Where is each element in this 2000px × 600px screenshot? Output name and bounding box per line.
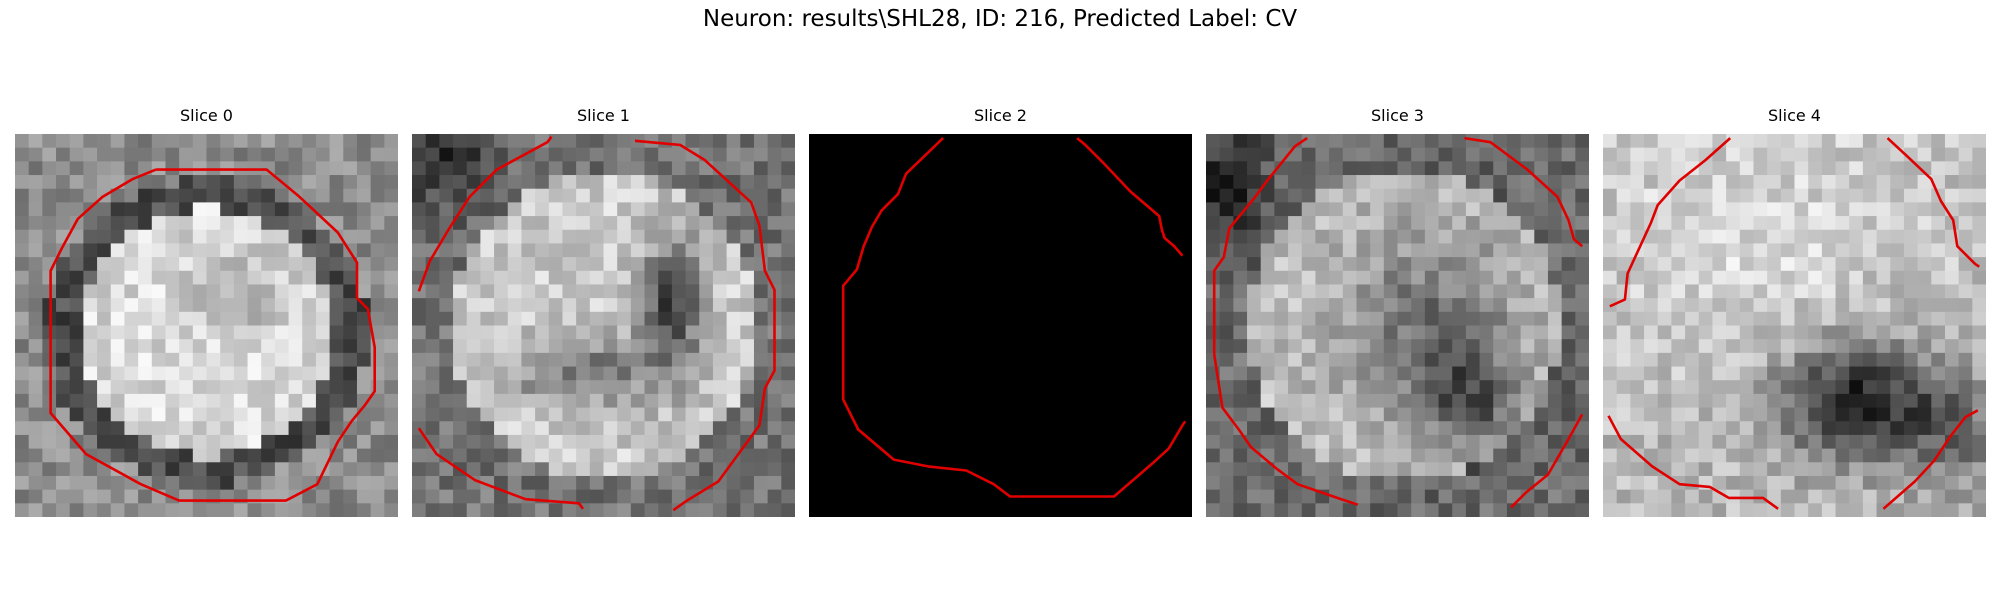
slice-title-0: Slice 0 <box>180 106 233 125</box>
slice-background <box>809 134 1192 517</box>
contour-line-1 <box>634 139 776 512</box>
slice-title-3: Slice 3 <box>1371 106 1424 125</box>
pixel-grid <box>412 134 795 517</box>
slice-image-0 <box>15 134 398 517</box>
contour-line-3 <box>1882 409 1979 510</box>
pixel-grid <box>15 134 398 517</box>
contour-line-1 <box>1464 136 1584 248</box>
slice-title-1: Slice 1 <box>577 106 630 125</box>
figure-title: Neuron: results\SHL28, ID: 216, Predicte… <box>702 6 1298 32</box>
contour-line-2 <box>417 427 585 510</box>
slice-image-3 <box>1206 134 1589 517</box>
contour-line-1 <box>1886 137 1980 268</box>
pixel-grid <box>1603 134 1986 517</box>
slice-image-2 <box>809 134 1192 517</box>
contour-line-0 <box>1212 137 1359 506</box>
contour-line-0 <box>417 135 553 292</box>
pixel-grid <box>1206 134 1589 517</box>
contour-line-0 <box>1609 137 1732 308</box>
slice-image-1 <box>412 134 795 517</box>
slice-title-2: Slice 2 <box>974 106 1027 125</box>
slice-image-4 <box>1603 134 1986 517</box>
contour-line-0 <box>841 137 1187 498</box>
contour-line-2 <box>1510 413 1584 509</box>
contour-line-1 <box>1076 137 1184 257</box>
contour-line-0 <box>49 168 377 502</box>
slice-title-4: Slice 4 <box>1768 106 1821 125</box>
contour-line-2 <box>1607 415 1779 510</box>
